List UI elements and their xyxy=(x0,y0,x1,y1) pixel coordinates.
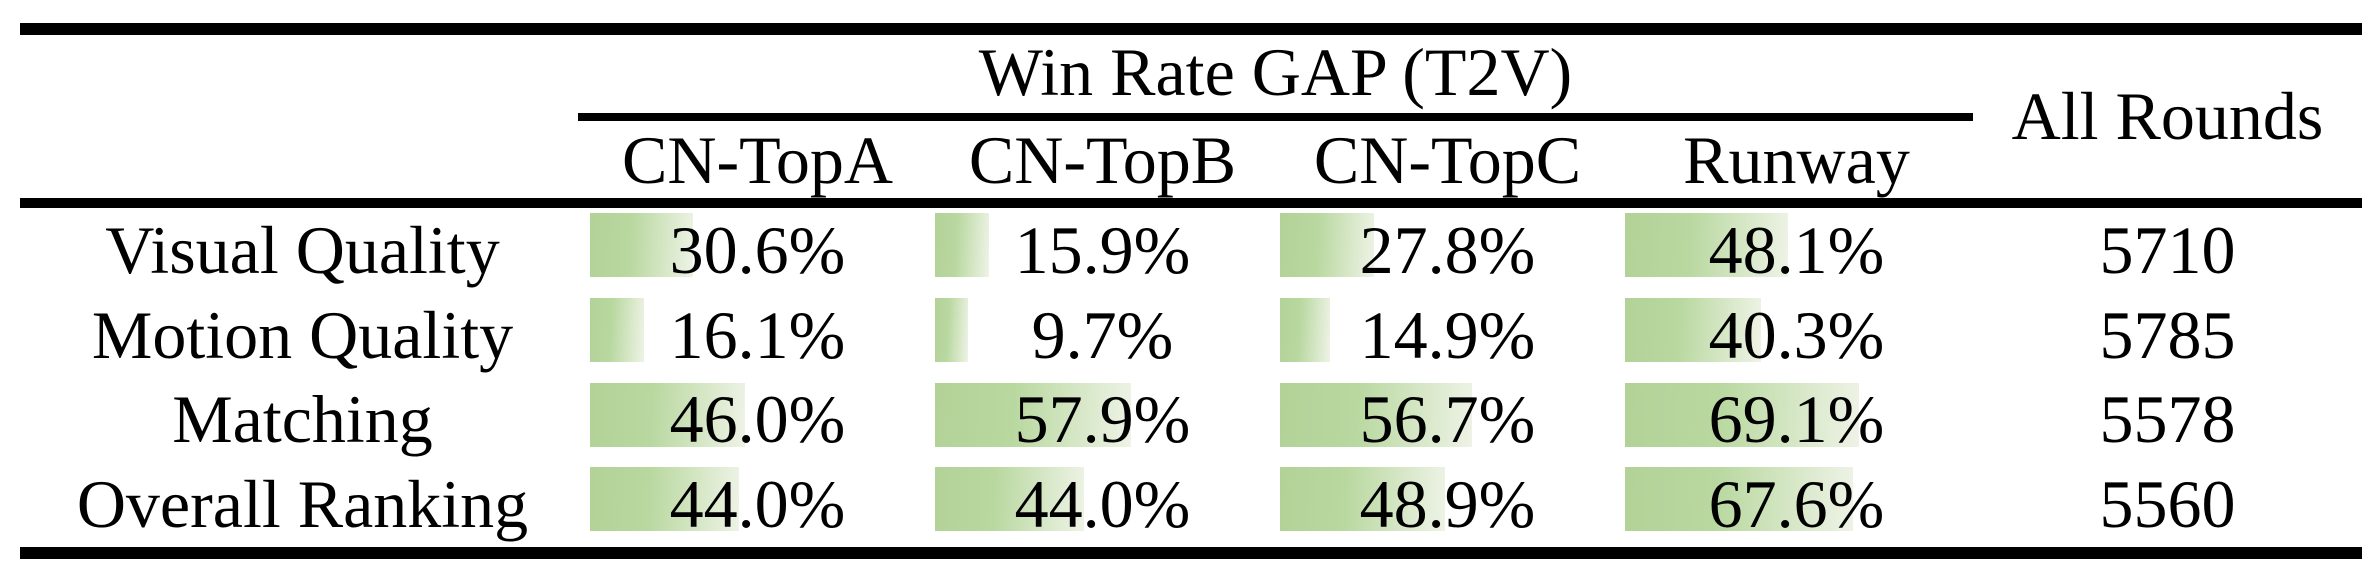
value-text: 44.0% xyxy=(669,466,846,543)
column-header-all-rounds: All Rounds xyxy=(2011,78,2324,154)
data-cell: 44.0% xyxy=(585,462,930,547)
value-text: 16.1% xyxy=(669,296,846,373)
value-bar xyxy=(935,297,968,362)
value-text: 14.9% xyxy=(1359,296,1536,373)
bottom-rule xyxy=(20,547,2362,559)
table-row-motion-quality: Motion Quality 16.1% 9.7% 14.9% 40.3% 57… xyxy=(20,293,2362,378)
data-cell: 9.7% xyxy=(930,293,1275,378)
data-cell: 16.1% xyxy=(585,293,930,378)
value-text: 56.7% xyxy=(1359,381,1536,458)
value-text: 57.9% xyxy=(1014,381,1191,458)
table-row-overall-ranking: Overall Ranking 44.0% 44.0% 48.9% 67.6% … xyxy=(20,462,2362,547)
value-text: 48.1% xyxy=(1708,211,1885,288)
table-row-matching: Matching 46.0% 57.9% 56.7% 69.1% 5578 xyxy=(20,378,2362,463)
table-title: Win Rate GAP (T2V) xyxy=(978,33,1573,110)
value-text: 40.3% xyxy=(1708,296,1885,373)
data-cell: 15.9% xyxy=(930,208,1275,293)
column-header-cn-topc: CN-TopC xyxy=(1313,122,1582,198)
all-rounds-value: 5560 xyxy=(2099,466,2236,543)
value-text: 27.8% xyxy=(1359,211,1536,288)
value-bar xyxy=(1625,213,1788,277)
data-cell: 48.1% xyxy=(1620,208,1973,293)
all-rounds-value: 5785 xyxy=(2099,296,2236,373)
data-cell: 69.1% xyxy=(1620,378,1973,463)
column-header-runway: Runway xyxy=(1683,122,1910,198)
value-bar xyxy=(935,382,1131,447)
table-body: Visual Quality 30.6% 15.9% 27.8% 48.1% 5… xyxy=(20,208,2362,547)
value-text: 48.9% xyxy=(1359,466,1536,543)
data-cell: 56.7% xyxy=(1275,378,1620,463)
data-cell: 57.9% xyxy=(930,378,1275,463)
data-cell: 67.6% xyxy=(1620,462,1973,547)
value-text: 67.6% xyxy=(1708,466,1885,543)
data-cell: 44.0% xyxy=(930,462,1275,547)
value-bar xyxy=(935,467,1084,532)
header-bottom-rule xyxy=(20,198,2362,208)
column-header-cn-topb: CN-TopB xyxy=(968,122,1237,198)
value-text: 44.0% xyxy=(1014,466,1191,543)
column-header-cn-topa: CN-TopA xyxy=(621,122,893,198)
data-cell: 27.8% xyxy=(1275,208,1620,293)
all-rounds-value: 5710 xyxy=(2099,211,2236,288)
row-label: Matching xyxy=(172,381,433,458)
value-text: 46.0% xyxy=(669,381,846,458)
row-label: Overall Ranking xyxy=(76,466,529,543)
top-rule xyxy=(20,23,2362,35)
value-bar xyxy=(1625,297,1762,362)
value-bar xyxy=(590,382,746,447)
data-cell: 30.6% xyxy=(585,208,930,293)
value-bar xyxy=(1280,382,1472,447)
column-header-row: CN-TopA CN-TopB CN-TopC Runway xyxy=(585,121,1973,198)
data-cell: 14.9% xyxy=(1275,293,1620,378)
all-rounds-value: 5578 xyxy=(2099,381,2236,458)
value-bar xyxy=(1280,213,1374,277)
value-bar xyxy=(1625,382,1859,447)
row-label: Motion Quality xyxy=(91,296,514,373)
data-cell: 46.0% xyxy=(585,378,930,463)
value-text: 15.9% xyxy=(1014,211,1191,288)
row-label: Visual Quality xyxy=(105,211,500,288)
value-bar xyxy=(935,213,989,277)
value-bar xyxy=(590,213,694,277)
value-text: 30.6% xyxy=(669,211,846,288)
data-cell: 40.3% xyxy=(1620,293,1973,378)
header-group-rule xyxy=(578,113,1973,121)
value-bar xyxy=(590,467,739,532)
value-text: 9.7% xyxy=(1031,296,1174,373)
value-bar xyxy=(1625,467,1854,532)
value-bar xyxy=(590,297,645,362)
table-row-visual-quality: Visual Quality 30.6% 15.9% 27.8% 48.1% 5… xyxy=(20,208,2362,293)
value-bar xyxy=(1280,297,1331,362)
value-text: 69.1% xyxy=(1708,381,1885,458)
data-cell: 48.9% xyxy=(1275,462,1620,547)
value-bar xyxy=(1280,467,1446,532)
